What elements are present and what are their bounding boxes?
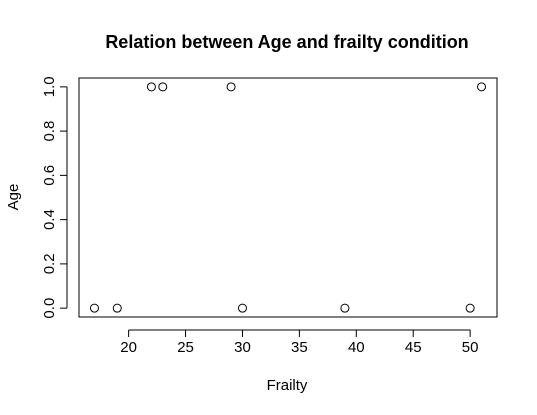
y-tick-label: 0.8 [41, 121, 58, 142]
x-tick-label: 40 [348, 339, 365, 356]
data-point [89, 303, 99, 313]
y-tick-label: 0.6 [41, 165, 58, 186]
data-point [340, 303, 350, 313]
x-axis: 20 25 30 35 40 45 50 [120, 329, 479, 356]
y-tick-label: 1.0 [41, 76, 58, 97]
data-point [226, 82, 236, 92]
y-tick-label: 0.2 [41, 253, 58, 274]
x-tick-label: 50 [462, 339, 479, 356]
plot-box [78, 77, 498, 318]
data-point [237, 303, 247, 313]
y-tick-label: 0.4 [41, 209, 58, 230]
x-tick-label: 25 [177, 339, 194, 356]
x-tick-label: 35 [291, 339, 308, 356]
x-tick-label: 45 [405, 339, 422, 356]
data-point [477, 82, 487, 92]
data-point [112, 303, 122, 313]
y-axis: 0.0 0.2 0.4 0.6 0.8 1.0 [41, 76, 68, 319]
chart-title: Relation between Age and frailty conditi… [105, 32, 468, 52]
x-tick-label: 20 [120, 339, 137, 356]
data-point [146, 82, 156, 92]
x-tick-label: 30 [234, 339, 251, 356]
data-point [158, 82, 168, 92]
data-points [89, 82, 487, 313]
x-axis-label: Frailty [267, 377, 308, 394]
y-axis-label: Age [5, 184, 22, 211]
data-point [465, 303, 475, 313]
y-tick-label: 0.0 [41, 298, 58, 319]
